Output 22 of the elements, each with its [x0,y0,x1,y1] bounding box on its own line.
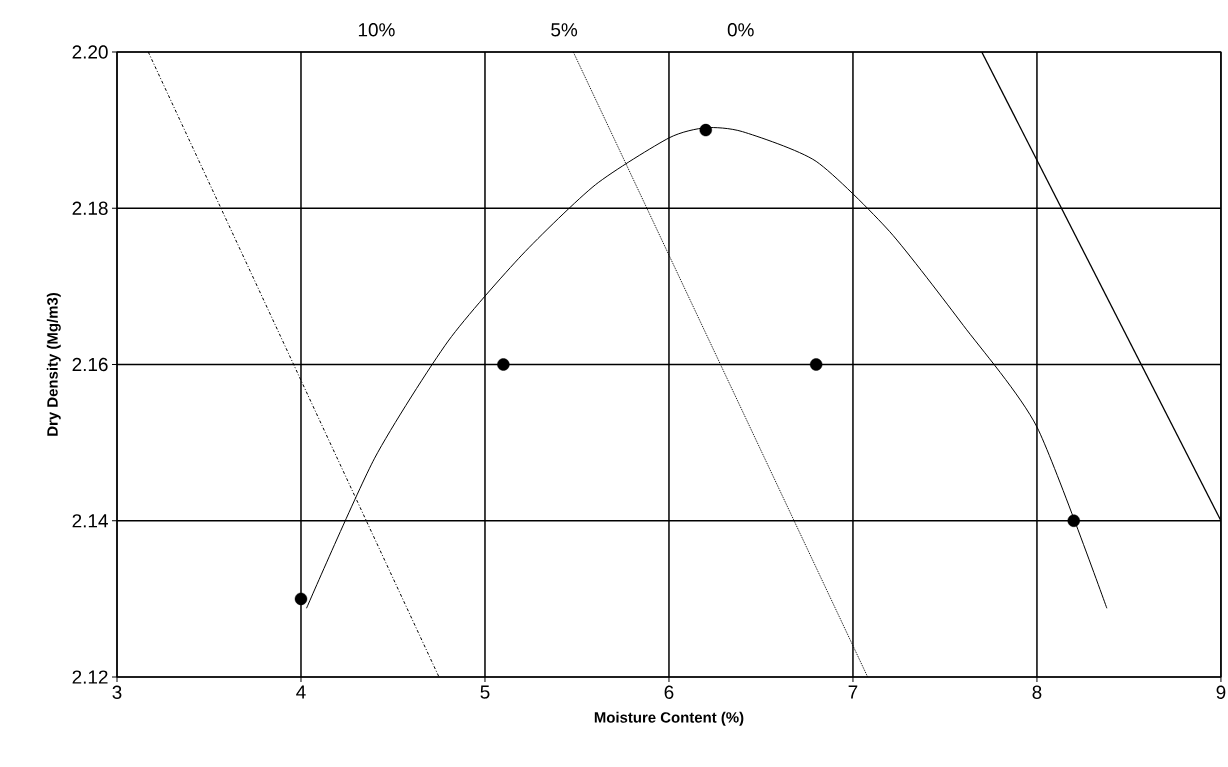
y-tick-label: 2.16 [72,357,108,372]
point [809,358,823,371]
point [699,123,712,137]
x-tick-label: 3 [112,685,122,699]
text: 0% [727,23,754,37]
point [497,358,510,371]
point [1067,514,1080,527]
x-tick-label: 6 [664,685,674,699]
x-tick-label: 7 [848,685,858,699]
y-tick-label: 2.20 [72,45,108,59]
text: 5% [551,23,578,37]
x-tick-label: 9 [1216,685,1226,699]
x-tick-label: 8 [1032,685,1042,699]
text: 10% [358,23,395,37]
y-axis-title: Dry Density (Mg/m3) [46,293,61,436]
y-tick-label: 2.18 [72,201,108,215]
y-tick-label: 2.12 [72,670,108,684]
x-tick-label: 4 [296,685,306,699]
x-tick-label: 5 [480,685,490,699]
x-axis-title: Moisture Content (%) [594,711,744,726]
point [294,592,308,606]
y-tick-label: 2.14 [72,514,108,528]
